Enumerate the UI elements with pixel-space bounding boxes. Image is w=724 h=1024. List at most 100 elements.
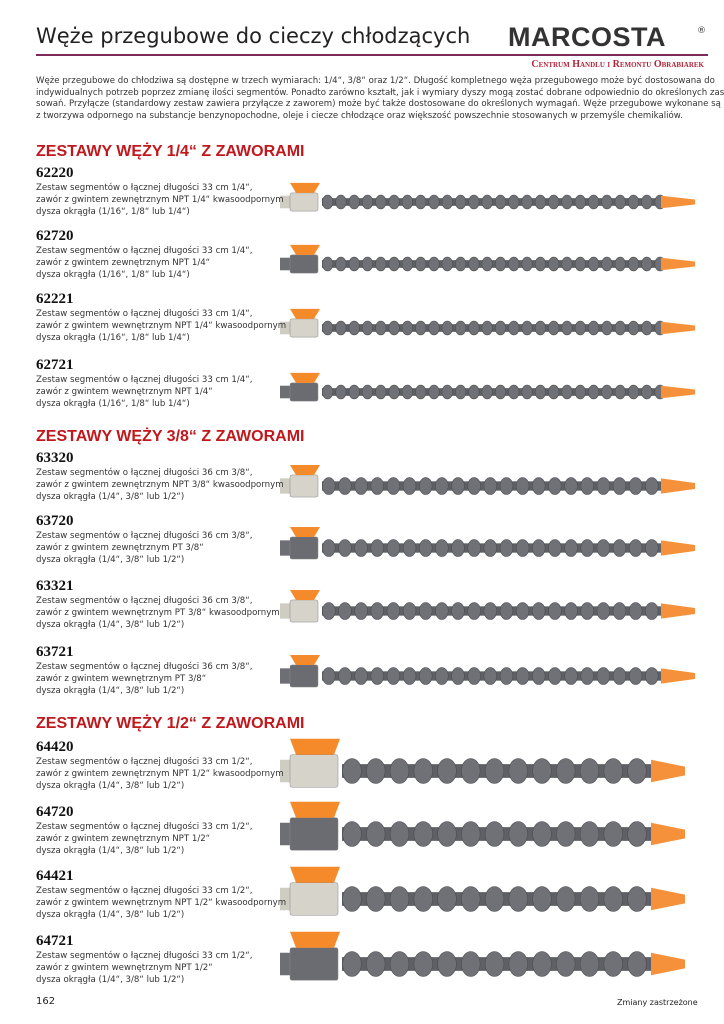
hose-segment xyxy=(322,320,334,336)
hose-segment xyxy=(521,194,533,210)
hose-segment xyxy=(548,256,560,272)
page-number: 162 xyxy=(36,996,56,1007)
hose-segment xyxy=(627,384,640,400)
hose-segment xyxy=(515,667,530,685)
hose-segment xyxy=(556,886,576,912)
hose-segment xyxy=(419,539,433,557)
hose-segment xyxy=(375,384,387,400)
hose-segment xyxy=(322,602,336,620)
valve-fitting xyxy=(280,668,292,684)
product-description: dysza okrągła (1/4“, 3/8“ lub 1/2“) xyxy=(36,910,185,920)
hose-segment xyxy=(612,667,627,685)
product-description: dysza okrągła (1/4“, 3/8“ lub 1/2“) xyxy=(36,620,185,630)
valve-body xyxy=(289,947,339,981)
hose-segment xyxy=(580,477,594,495)
hose-segment xyxy=(484,886,505,912)
hose-core xyxy=(322,388,665,396)
product-description: dysza okrągła (1/16“, 1/8“ lub 1/4“) xyxy=(36,399,190,409)
hose-segment xyxy=(641,256,653,272)
hose-segment xyxy=(561,320,573,336)
valve-body xyxy=(289,192,319,212)
hose-segment xyxy=(388,320,400,336)
header-rule xyxy=(36,54,708,56)
hose-segment xyxy=(588,256,600,272)
hose-segment xyxy=(386,602,401,620)
hose-segment xyxy=(548,667,562,685)
hose-segment xyxy=(574,194,586,210)
hose-segment xyxy=(401,194,413,210)
hose-segment xyxy=(532,477,546,495)
intro-line: sowań. Przyłącze (standardowy zestaw zaw… xyxy=(36,99,721,109)
hose-segment xyxy=(401,320,413,336)
hose-segment xyxy=(322,384,334,400)
product-code: 63320 xyxy=(36,450,74,466)
product-description: zawór z gwintem zewnętrznym NPT 1/4“ xyxy=(36,258,211,268)
hose-segment xyxy=(596,602,611,620)
valve-handle xyxy=(290,182,320,193)
hose-segment xyxy=(375,256,387,272)
hose-segment xyxy=(556,951,576,977)
hose-segment xyxy=(468,384,480,400)
hose-segment xyxy=(348,256,360,272)
valve-handle xyxy=(290,801,340,818)
hose-segment xyxy=(370,477,384,495)
hose-segment xyxy=(375,194,387,210)
hose-segment xyxy=(627,951,647,977)
hose-segment xyxy=(603,886,623,912)
hose-segment xyxy=(508,821,528,847)
hose-segment xyxy=(338,477,352,495)
hose-segment xyxy=(641,384,653,400)
hose-segment xyxy=(413,951,433,977)
hose-segment xyxy=(534,320,546,336)
hose-segment xyxy=(322,194,334,210)
hose-segment xyxy=(461,886,481,912)
hose-segment xyxy=(628,667,643,685)
hose-segment xyxy=(481,384,493,400)
hose-segment xyxy=(428,320,440,336)
hose-segment xyxy=(402,539,417,557)
product-description: zawór z gwintem zewnętrznym NPT 1/4“ kwa… xyxy=(36,195,284,205)
product-code: 64421 xyxy=(36,868,74,884)
hose-segment xyxy=(388,256,400,272)
product-code: 64420 xyxy=(36,739,74,755)
intro-line: indywidualnych potrzeb poprzez zmianę il… xyxy=(36,87,724,98)
product-code: 62721 xyxy=(36,357,74,373)
hose-segment xyxy=(338,667,352,685)
hose-segment xyxy=(574,256,586,272)
product-description: Zestaw segmentów o łącznej długości 33 c… xyxy=(36,183,253,193)
hose-segment xyxy=(451,667,465,685)
nozzle xyxy=(661,540,695,556)
hose-segment xyxy=(455,384,467,400)
hose-segment xyxy=(435,477,449,495)
hose-segment xyxy=(370,539,384,557)
nozzle xyxy=(651,822,685,846)
hose-segment xyxy=(603,951,623,977)
hose-segment xyxy=(389,821,410,847)
hose-segment xyxy=(461,821,481,847)
hose-segment xyxy=(389,951,410,977)
hose-segment xyxy=(614,384,626,400)
hose-segment xyxy=(515,539,530,557)
hose-segment xyxy=(508,256,520,272)
hose-segment xyxy=(499,539,514,557)
product-description: dysza okrągła (1/4“, 3/8“ lub 1/2“) xyxy=(36,686,185,696)
hose-segment xyxy=(441,194,453,210)
product-description: zawór z gwintem zewnętrznym NPT 1/2“ xyxy=(36,834,211,844)
hose-segment xyxy=(481,256,493,272)
hose-segment xyxy=(413,886,433,912)
valve-fitting xyxy=(280,759,292,783)
valve-fitting xyxy=(280,385,292,399)
hose-segment xyxy=(435,667,449,685)
hose-segment xyxy=(627,320,640,336)
valve-fitting xyxy=(280,478,292,494)
hose-segment xyxy=(335,320,347,336)
hose-segment xyxy=(467,477,481,495)
hose-segment xyxy=(494,256,507,272)
hose-segment xyxy=(508,194,520,210)
hose-segment xyxy=(428,194,440,210)
product-code: 63321 xyxy=(36,578,74,594)
hose-segment xyxy=(515,477,530,495)
hose-segment xyxy=(603,821,623,847)
hose-segment xyxy=(534,194,546,210)
hose-segment xyxy=(468,194,480,210)
